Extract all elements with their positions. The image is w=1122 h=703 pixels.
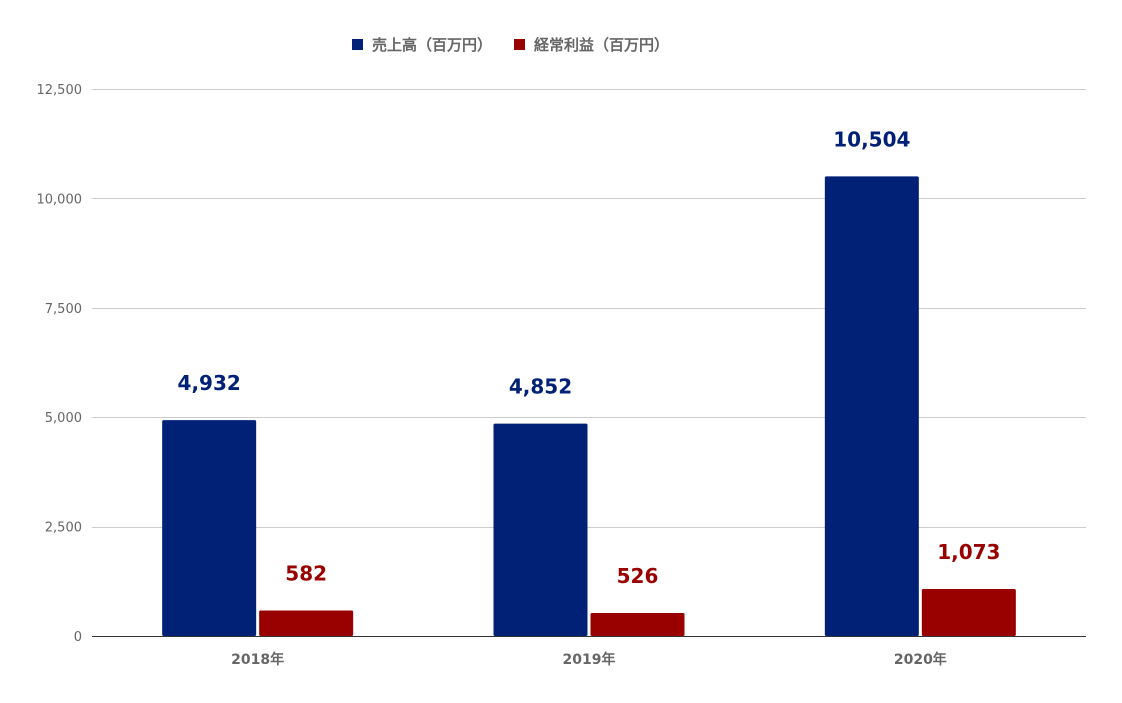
x-tick-label: 2018年 [231,651,284,668]
data-label-ordinary-profit: 526 [617,564,659,588]
y-tick-label: 10,000 [37,192,83,207]
y-axis-ticks: 0 2,500 5,000 7,500 10,000 12,500 [37,83,83,645]
legend-label-ordinary-profit: 経常利益（百万円） [534,36,669,54]
x-tick-label: 2019年 [563,651,616,668]
y-tick-label: 0 [74,630,82,645]
bar-sales [162,420,257,636]
bar-ordinary-profit [259,610,354,636]
data-label-sales: 4,852 [509,375,572,399]
legend-swatch-ordinary-profit [514,39,525,50]
y-tick-label: 12,500 [37,83,83,98]
bar-ordinary-profit [590,612,685,636]
y-tick-label: 7,500 [45,302,82,317]
data-label-ordinary-profit: 582 [285,562,327,586]
y-tick-label: 2,500 [45,521,82,536]
x-tick-label: 2020年 [894,651,947,668]
x-axis-ticks: 2018年 2019年 2020年 [231,651,947,668]
bar-ordinary-profit [921,589,1016,636]
legend: 売上高（百万円） 経常利益（百万円） [352,36,669,54]
data-label-sales: 10,504 [833,127,910,151]
bar-sales [493,423,588,636]
gridlines [92,89,1086,637]
legend-swatch-sales [352,39,363,50]
data-labels: 4,932 582 4,852 526 10,504 1,073 [178,127,1001,588]
data-label-ordinary-profit: 1,073 [937,540,1000,564]
legend-label-sales: 売上高（百万円） [372,36,492,54]
bar-sales [824,176,919,636]
y-tick-label: 5,000 [45,411,82,426]
bars [162,176,1016,636]
data-label-sales: 4,932 [178,371,241,395]
